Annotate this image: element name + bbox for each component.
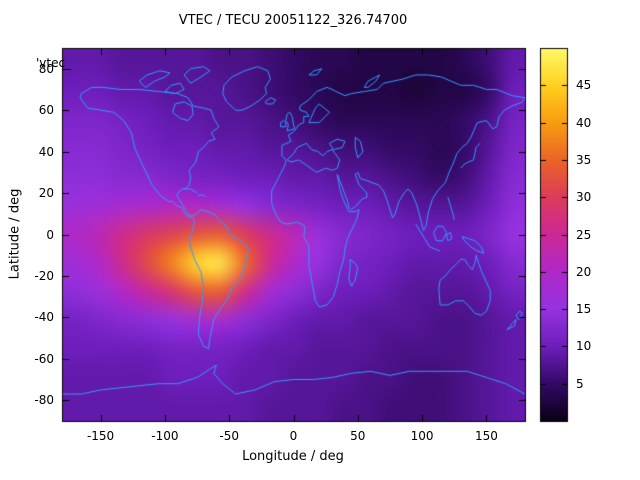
colorbar-tick-label: 40 xyxy=(576,115,592,130)
legend-key-label: 'vtec_ xyxy=(36,56,72,70)
x-tick-label: 0 xyxy=(289,429,298,443)
y-tick-label: 40 xyxy=(38,144,54,159)
colorbar-tick-label: 30 xyxy=(576,190,592,205)
colorbar-tick-label: 25 xyxy=(576,227,592,242)
y-tick-label: 20 xyxy=(38,186,54,201)
y-tick-label: -20 xyxy=(34,268,54,283)
colorbar-tick-label: 35 xyxy=(576,152,592,167)
colorbar-tick-label: 10 xyxy=(576,339,592,354)
chart-title: VTEC / TECU 20051122_326.74700 xyxy=(178,13,408,28)
x-tick-label: 100 xyxy=(410,429,434,443)
colorbar-tick-label: 5 xyxy=(576,376,584,391)
y-tick-label: -40 xyxy=(34,310,54,325)
y-tick-label: 0 xyxy=(46,227,54,242)
colorbar-tick-label: 20 xyxy=(576,264,592,279)
x-tick-label: 50 xyxy=(350,429,366,443)
colorbar-tick-label: 45 xyxy=(576,78,592,93)
x-tick-label: -100 xyxy=(151,429,179,443)
y-tick-label: -60 xyxy=(34,351,54,366)
y-tick-label: -80 xyxy=(34,393,54,408)
y-axis-title: Latitude / deg xyxy=(7,188,23,280)
x-tick-label: -150 xyxy=(86,429,115,443)
x-axis-title: Longitude / deg xyxy=(242,449,344,464)
y-tick-label: 60 xyxy=(38,103,54,118)
colorbar-tick-label: 15 xyxy=(576,302,592,317)
y-tick-label: 80 xyxy=(38,61,54,76)
x-tick-label: -50 xyxy=(219,429,239,443)
x-tick-label: 150 xyxy=(474,429,498,443)
